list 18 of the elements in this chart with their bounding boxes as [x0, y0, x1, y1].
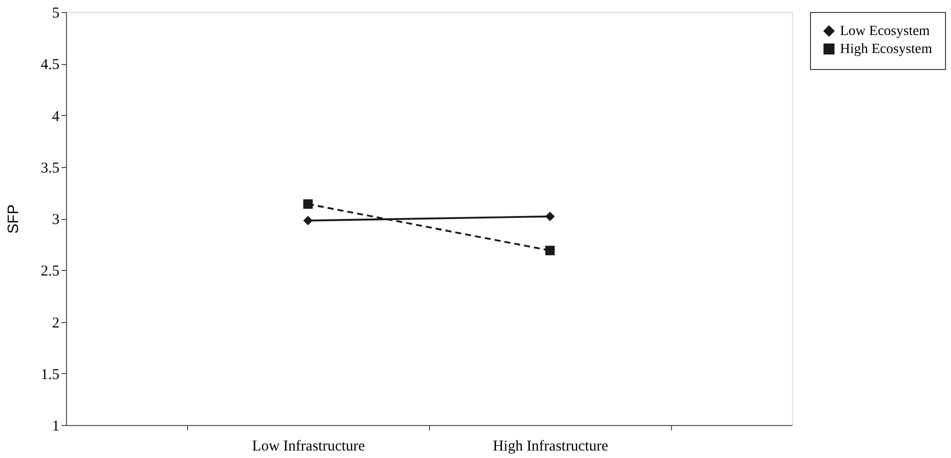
- y-tick-label: 4.5: [40, 57, 60, 74]
- y-axis-title: SFP: [4, 204, 22, 234]
- x-tick-label: High Infrastructure: [492, 438, 609, 454]
- point: [545, 246, 555, 256]
- point: [303, 199, 313, 209]
- y-tick-label: 2: [52, 315, 60, 332]
- x-tick-label: Low Infrastructure: [252, 438, 366, 454]
- y-tick-label: 3.5: [40, 160, 60, 176]
- point: [545, 212, 555, 222]
- y-tick-label: 4: [52, 108, 60, 125]
- legend-label: Low Ecosystem: [840, 24, 930, 39]
- y-tick-label: 1: [52, 418, 60, 434]
- y-tick-label: 2.5: [40, 264, 60, 280]
- point: [303, 216, 313, 226]
- y-tick-label: 3: [52, 212, 60, 228]
- y-tick-label: 1.5: [40, 366, 60, 383]
- y-tick-label: 5: [52, 6, 60, 22]
- legend-label: High Ecosystem: [840, 42, 932, 57]
